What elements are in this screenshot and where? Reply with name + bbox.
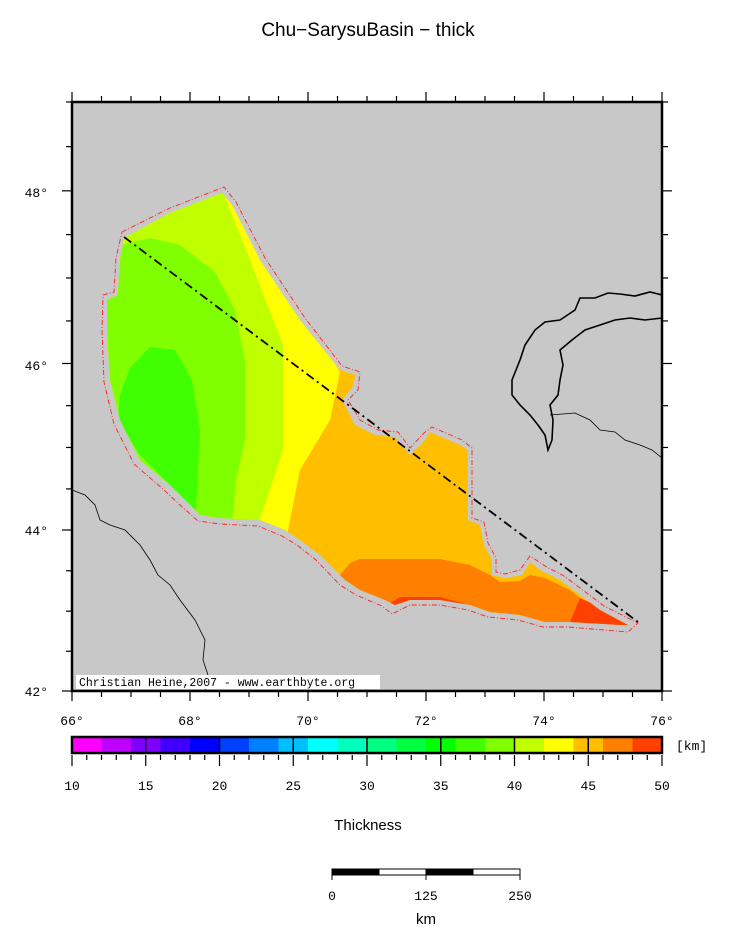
colorbar-tick-label: 10 bbox=[64, 779, 80, 794]
colorbar-tick-label: 50 bbox=[654, 779, 670, 794]
colorbar-swatch bbox=[455, 737, 485, 753]
zone-36-38 bbox=[118, 347, 200, 510]
lon-label: 74° bbox=[532, 714, 555, 729]
colorbar-swatch bbox=[632, 737, 662, 753]
colorbar-tick-label: 15 bbox=[138, 779, 154, 794]
lon-label: 70° bbox=[296, 714, 319, 729]
lon-label: 68° bbox=[178, 714, 201, 729]
lat-label: 42° bbox=[25, 685, 48, 700]
basin-outline bbox=[101, 186, 639, 633]
lon-label: 66° bbox=[60, 714, 83, 729]
scale-label: 0 bbox=[328, 889, 336, 904]
colorbar-unit: [km] bbox=[676, 739, 707, 754]
scale-label: 125 bbox=[414, 889, 437, 904]
zone-48-50-east bbox=[570, 598, 628, 625]
colorbar-swatch bbox=[514, 737, 544, 753]
lake-shoreline bbox=[511, 291, 662, 453]
colorbar-swatch bbox=[367, 737, 397, 753]
border-line-southwest bbox=[72, 489, 209, 691]
map-title: Chu−SarysuBasin − thick bbox=[261, 20, 475, 41]
scale-bar: 0 125 250 km bbox=[328, 868, 532, 928]
colorbar-swatch bbox=[603, 737, 633, 753]
colorbar-swatch bbox=[160, 737, 190, 753]
colorbar-swatch bbox=[485, 737, 515, 753]
colorbar-tick-label: 30 bbox=[359, 779, 375, 794]
scale-segment bbox=[425, 868, 474, 876]
longitude-labels: 66° 68° 70° 72° 74° 76° bbox=[60, 714, 673, 729]
border-line-east bbox=[549, 412, 662, 459]
scale-segment bbox=[331, 868, 380, 876]
colorbar-swatch bbox=[190, 737, 220, 753]
latitude-labels: 42° 44° 46° 48° bbox=[25, 186, 48, 700]
colorbar-swatch bbox=[544, 737, 574, 753]
lat-label: 48° bbox=[25, 186, 48, 201]
colorbar-swatch bbox=[219, 737, 249, 753]
colorbar-swatch bbox=[396, 737, 426, 753]
colorbar-tick-label: 25 bbox=[285, 779, 301, 794]
colorbar-tick-label: 20 bbox=[212, 779, 228, 794]
colorbar-swatch bbox=[249, 737, 279, 753]
profile-line bbox=[123, 236, 639, 623]
scale-label: 250 bbox=[508, 889, 531, 904]
scale-segment bbox=[378, 868, 427, 876]
colorbar-label: Thickness bbox=[334, 817, 402, 834]
map-ticks bbox=[62, 92, 672, 701]
colorbar-tick-labels: 10 15 20 25 30 35 40 45 50 bbox=[64, 779, 670, 794]
lat-label: 46° bbox=[25, 359, 48, 374]
colorbar-swatch bbox=[72, 737, 102, 753]
lon-label: 72° bbox=[414, 714, 437, 729]
scale-segment bbox=[472, 868, 521, 876]
lon-label: 76° bbox=[650, 714, 673, 729]
colorbar-swatch bbox=[101, 737, 131, 753]
scale-unit: km bbox=[416, 911, 436, 928]
credit-background bbox=[76, 675, 380, 689]
lat-label: 44° bbox=[25, 524, 48, 539]
colorbar-tick-label: 35 bbox=[433, 779, 449, 794]
colorbar-tick-label: 45 bbox=[580, 779, 596, 794]
colorbar-swatch bbox=[308, 737, 338, 753]
colorbar-swatch bbox=[337, 737, 367, 753]
colorbar-tick-label: 40 bbox=[507, 779, 523, 794]
credit-label: Christian Heine,2007 - www.earthbyte.org bbox=[79, 677, 355, 690]
colorbar bbox=[70, 735, 664, 766]
